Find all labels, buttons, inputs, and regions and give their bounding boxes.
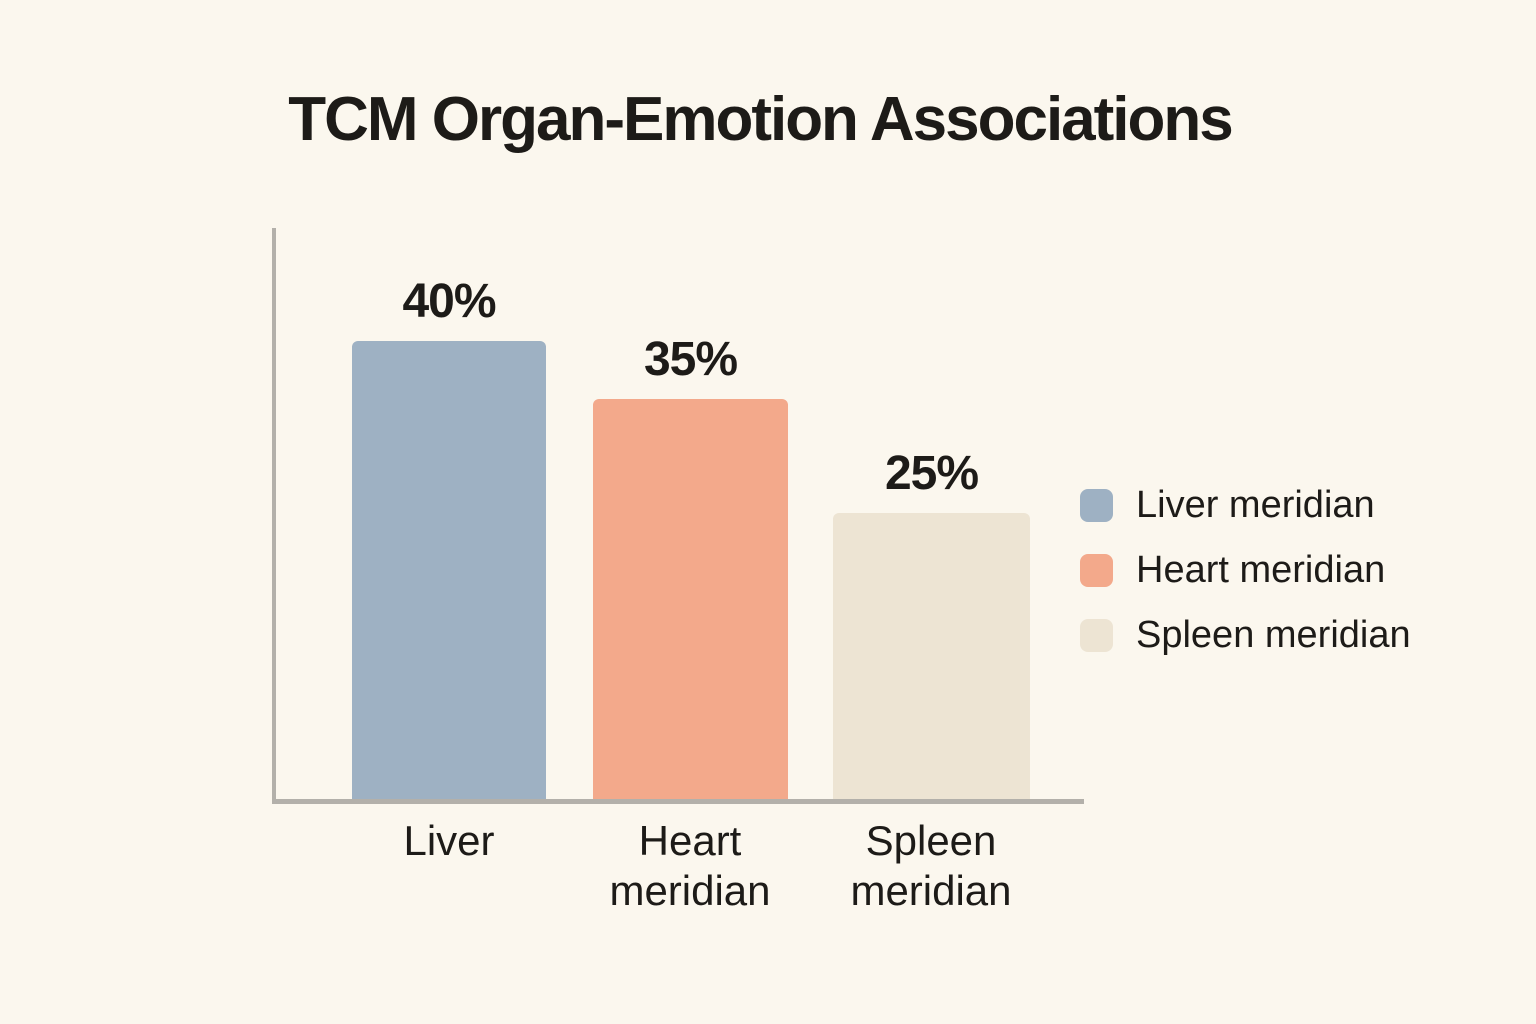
bar-group-spleen: 25% (833, 446, 1030, 799)
legend-item-liver: Liver meridian (1080, 484, 1411, 526)
chart-title: TCM Organ-Emotion Associations (288, 85, 1234, 154)
bar-group-liver: 40% (352, 274, 546, 799)
legend: Liver meridian Heart meridian Spleen mer… (1080, 484, 1411, 683)
legend-item-heart: Heart meridian (1080, 549, 1411, 591)
legend-swatch-liver (1080, 488, 1113, 522)
bar-value-label-liver: 40% (402, 275, 496, 328)
x-axis-label-spleen: Spleen meridian (850, 817, 1012, 914)
bar-value-label-heart: 35% (643, 333, 738, 386)
legend-swatch-spleen (1080, 618, 1113, 652)
legend-item-spleen: Spleen meridian (1080, 614, 1411, 656)
bar-liver (352, 341, 546, 799)
x-axis-label-heart: Heart meridian (609, 817, 771, 914)
bar-group-heart: 35% (593, 332, 788, 799)
legend-label-liver: Liver meridian (1136, 483, 1375, 526)
bar-value-label-spleen: 25% (884, 447, 979, 500)
legend-label-heart: Heart meridian (1136, 548, 1386, 591)
x-axis-line (272, 799, 1084, 804)
legend-label-spleen: Spleen meridian (1136, 613, 1411, 656)
legend-swatch-heart (1080, 553, 1113, 587)
bar-heart (593, 399, 788, 799)
bar-spleen (833, 513, 1030, 799)
x-axis-label-liver: Liver (403, 817, 495, 864)
y-axis-line (272, 228, 276, 804)
